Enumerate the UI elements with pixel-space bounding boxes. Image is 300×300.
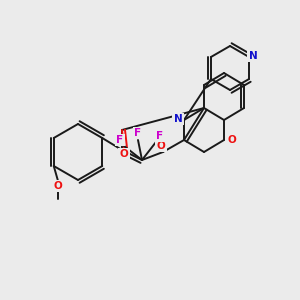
Text: F: F bbox=[134, 128, 142, 138]
Text: O: O bbox=[120, 149, 128, 159]
Text: F: F bbox=[156, 131, 164, 141]
Text: O: O bbox=[53, 181, 62, 191]
Text: N: N bbox=[174, 114, 182, 124]
Text: N: N bbox=[249, 51, 257, 61]
Text: O: O bbox=[157, 141, 165, 151]
Text: F: F bbox=[116, 135, 124, 145]
Text: O: O bbox=[228, 135, 236, 145]
